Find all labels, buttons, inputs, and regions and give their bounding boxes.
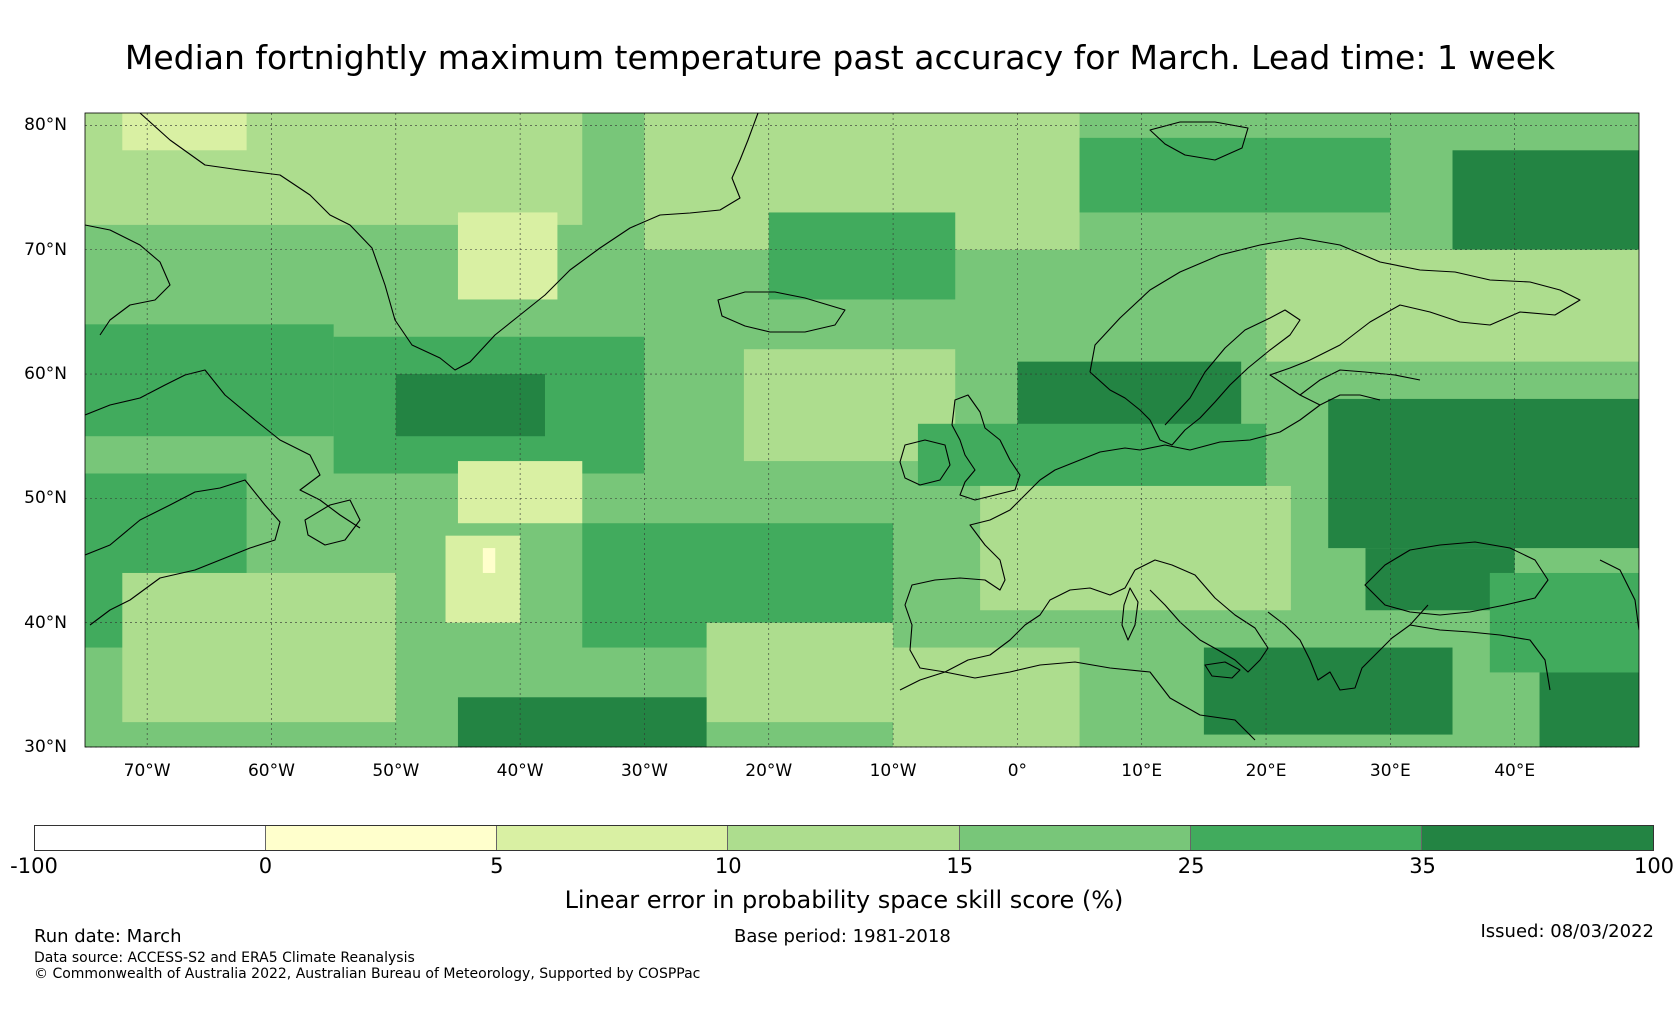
run-date: Run date: March — [34, 926, 182, 947]
lat-label: 50°N — [24, 488, 67, 509]
colorbar-segment — [959, 826, 1191, 850]
lon-label: 60°W — [247, 761, 295, 781]
coast-caspian — [1599, 559, 1639, 631]
coast-italy — [1134, 559, 1269, 673]
lon-label: 30°W — [620, 761, 668, 781]
lon-label: 0° — [1007, 761, 1028, 781]
issued-date: Issued: 08/03/2022 — [1480, 921, 1654, 942]
skill-field — [85, 113, 1639, 747]
skill-region-22 — [706, 622, 894, 723]
lon-label: 30°E — [1369, 761, 1411, 781]
skill-region-12 — [85, 324, 334, 437]
coast-ireland — [899, 439, 951, 486]
lon-label: 40°W — [496, 761, 544, 781]
coast-labrador — [85, 369, 361, 529]
base-period: Base period: 1981-2018 — [734, 926, 951, 947]
skill-region-25 — [1203, 647, 1453, 735]
coastlines — [85, 113, 1639, 741]
lat-label: 40°N — [24, 612, 67, 633]
colorbar — [34, 825, 1654, 851]
lon-label: 40°E — [1494, 761, 1536, 781]
coast-baffin — [85, 224, 171, 336]
skill-region-18 — [122, 572, 396, 723]
skill-region-28 — [1539, 672, 1639, 747]
copyright: © Commonwealth of Australia 2022, Austra… — [34, 966, 701, 982]
coast-north-africa — [899, 661, 1256, 741]
coast-svalbard — [1149, 121, 1249, 161]
coast-newfoundland — [304, 499, 361, 546]
colorbar-tick-label: 10 — [714, 854, 742, 878]
skill-region-24 — [893, 647, 1080, 747]
lat-label: 60°N — [24, 364, 67, 385]
colorbar-label: Linear error in probability space skill … — [564, 886, 1124, 914]
colorbar-segment — [1421, 826, 1653, 850]
coast-baltic-south — [1139, 394, 1381, 451]
skill-region-29 — [457, 461, 583, 524]
colorbar-tick-label: 25 — [1177, 854, 1205, 878]
lat-label: 70°N — [24, 239, 67, 260]
coast-iceland — [717, 291, 846, 333]
lon-label: 70°W — [123, 761, 171, 781]
lon-label: 20°W — [745, 761, 793, 781]
coast-greenland — [139, 113, 759, 371]
skill-region-7 — [1452, 150, 1639, 250]
colorbar-tick-label: 0 — [258, 854, 273, 878]
colorbar-segment — [1190, 826, 1422, 850]
colorbar-tick-label: -100 — [10, 854, 58, 878]
lon-label: 20°E — [1245, 761, 1287, 781]
skill-region-2 — [122, 113, 247, 151]
coast-west-europe — [904, 447, 1141, 673]
coast-finland-gulf — [1299, 369, 1421, 396]
skill-region-8 — [1266, 249, 1639, 362]
colorbar-segment — [266, 826, 498, 850]
colorbar-tick-label: 35 — [1409, 854, 1436, 878]
skill-region-6 — [1079, 137, 1391, 213]
colorbar-segment — [35, 826, 267, 850]
skill-region-11 — [395, 374, 545, 437]
skill-region-15 — [1328, 398, 1639, 549]
coast-gulf-stlawrence — [85, 479, 281, 626]
coast-sicily — [1204, 661, 1241, 679]
coast-uk — [951, 394, 1021, 501]
lat-label: 30°N — [24, 737, 67, 757]
coast-scandinavia — [1089, 237, 1581, 406]
colorbar-segment — [497, 826, 729, 850]
coast-anatolia — [1409, 624, 1551, 691]
lat-label: 80°N — [24, 115, 67, 136]
colorbar-tick-label: 15 — [946, 854, 974, 878]
colorbar-tick-label: 5 — [490, 854, 504, 878]
skill-region-16 — [980, 485, 1291, 611]
skill-region-5 — [768, 212, 956, 300]
coast-black-sea — [1364, 541, 1549, 616]
skill-region-4 — [457, 212, 558, 300]
skill-region-20 — [482, 548, 496, 573]
colorbar-segment — [728, 826, 960, 850]
coast-corsica-sardinia — [1121, 587, 1139, 641]
colorbar-tick-label: 100 — [1633, 854, 1675, 878]
coast-balkans-greece — [1267, 604, 1429, 691]
map-frame — [84, 112, 1640, 748]
graticule — [85, 113, 1639, 748]
lon-label: 10°W — [869, 761, 917, 781]
data-source: Data source: ACCESS-S2 and ERA5 Climate … — [34, 950, 415, 966]
lon-label: 50°W — [372, 761, 420, 781]
lon-label: 10°E — [1121, 761, 1163, 781]
skill-region-23 — [457, 697, 707, 747]
chart-title: Median fortnightly maximum temperature p… — [124, 38, 1556, 77]
coast-sweden-baltic — [1089, 309, 1301, 446]
